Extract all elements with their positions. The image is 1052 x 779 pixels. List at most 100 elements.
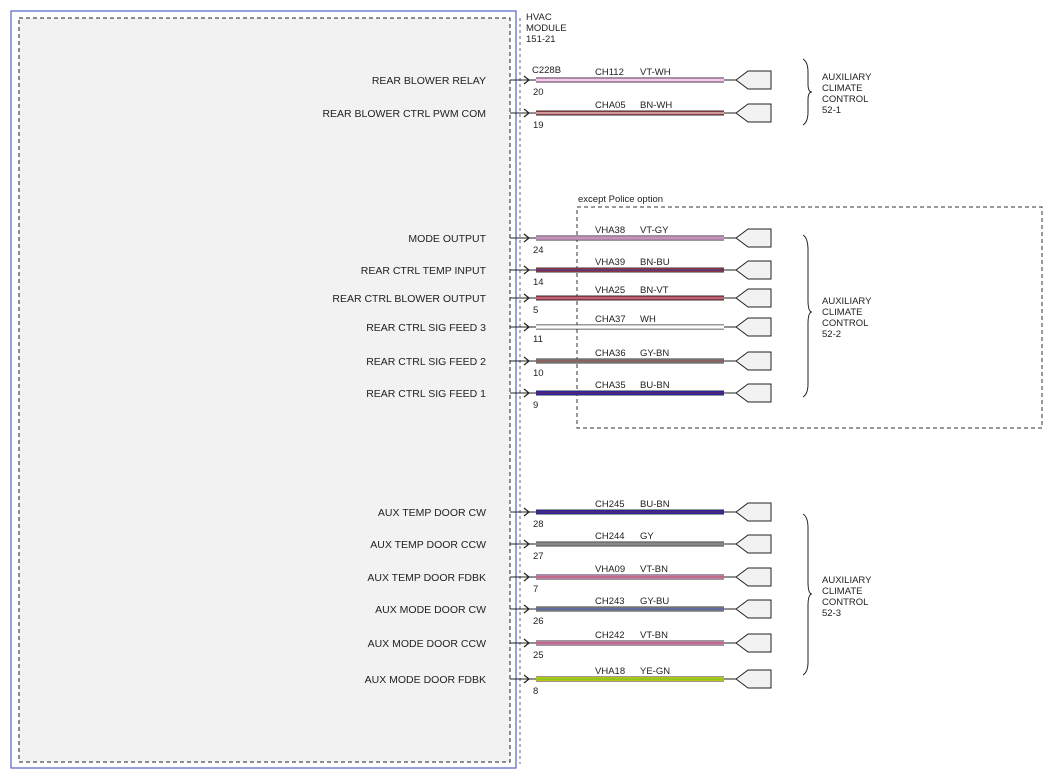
destination-2-line-4: 52-2 (822, 329, 841, 340)
wire-color-code: YE-GN (640, 666, 670, 677)
wire-color-code: VT-WH (640, 67, 671, 78)
wire-color-code: VT-BN (640, 630, 668, 641)
pin-number: 24 (533, 245, 544, 256)
circuit-number: CH244 (595, 531, 625, 542)
destination-2-line-2: CLIMATE (822, 307, 862, 318)
module-title-line-1: HVAC (526, 12, 552, 23)
circuit-row: REAR BLOWER RELAY 20 CH112 VT-WH (372, 67, 772, 98)
destination-brace-3 (802, 513, 813, 676)
pin-number: 8 (533, 686, 538, 697)
pin-arrow-icon (523, 322, 530, 332)
pin-arrow-icon (523, 293, 530, 303)
terminal-connector-icon (735, 599, 772, 619)
circuit-row: REAR CTRL BLOWER OUTPUT 5 VHA25 BN-VT (332, 285, 772, 316)
pin-number: 25 (533, 650, 544, 661)
signal-label: AUX TEMP DOOR CCW (370, 539, 486, 551)
module-box (10, 10, 517, 769)
terminal-connector-icon (735, 228, 772, 248)
destination-3-line-1: AUXILIARY (822, 575, 872, 586)
signal-label: AUX MODE DOOR CW (375, 604, 486, 616)
circuit-row: MODE OUTPUT 24 VHA38 VT-GY (408, 225, 772, 256)
circuit-number: VHA38 (595, 225, 625, 236)
circuit-number: VHA25 (595, 285, 625, 296)
signal-label: REAR CTRL BLOWER OUTPUT (332, 293, 486, 305)
connector-id: C228B (532, 65, 561, 76)
pin-arrow-icon (523, 604, 530, 614)
circuit-row: AUX MODE DOOR FDBK 8 VHA18 YE-GN (365, 666, 772, 697)
pin-number: 9 (533, 400, 538, 411)
destination-3-line-3: CONTROL (822, 597, 868, 608)
destination-3-line-2: CLIMATE (822, 586, 862, 597)
pin-number: 20 (533, 87, 544, 98)
pin-arrow-icon (523, 356, 530, 366)
destination-3-line-4: 52-3 (822, 608, 841, 619)
terminal-connector-icon (735, 260, 772, 280)
circuit-row: REAR CTRL TEMP INPUT 14 VHA39 BN-BU (361, 257, 772, 288)
circuit-number: CHA36 (595, 348, 626, 359)
wire-color-code: BU-BN (640, 499, 670, 510)
destination-brace-1 (802, 58, 813, 126)
pin-arrow-icon (523, 539, 530, 549)
signal-label: REAR BLOWER CTRL PWM COM (322, 108, 486, 120)
circuit-number: CH243 (595, 596, 625, 607)
module-title-line-3: 151-21 (526, 34, 556, 45)
pin-arrow-icon (523, 265, 530, 275)
wire-color-code: BN-VT (640, 285, 669, 296)
signal-label: REAR BLOWER RELAY (372, 75, 486, 87)
pin-arrow-icon (523, 233, 530, 243)
circuit-number: VHA39 (595, 257, 625, 268)
pin-number: 26 (533, 616, 544, 627)
circuit-number: VHA18 (595, 666, 625, 677)
destination-1-line-1: AUXILIARY (822, 72, 872, 83)
wire-color-code: BU-BN (640, 380, 670, 391)
signal-label: AUX TEMP DOOR FDBK (367, 572, 486, 584)
pin-number: 14 (533, 277, 544, 288)
destination-2-line-1: AUXILIARY (822, 296, 872, 307)
terminal-connector-icon (735, 351, 772, 371)
terminal-connector-icon (735, 669, 772, 689)
circuit-row: REAR CTRL SIG FEED 2 10 CHA36 GY-BN (366, 348, 772, 379)
circuit-row: AUX TEMP DOOR CW 28 CH245 BU-BN (378, 499, 772, 530)
signal-label: AUX TEMP DOOR CW (378, 507, 486, 519)
wire-color-code: GY-BU (640, 596, 669, 607)
pin-arrow-icon (523, 507, 530, 517)
circuit-row: AUX TEMP DOOR FDBK 7 VHA09 VT-BN (367, 564, 772, 595)
terminal-connector-icon (735, 103, 772, 123)
pin-number: 11 (533, 334, 543, 345)
pin-arrow-icon (523, 572, 530, 582)
pin-number: 28 (533, 519, 544, 530)
destination-2-line-3: CONTROL (822, 318, 868, 329)
module-inner-area (18, 17, 511, 763)
signal-label: AUX MODE DOOR CCW (368, 638, 487, 650)
destination-1-line-3: CONTROL (822, 94, 868, 105)
signal-label: REAR CTRL TEMP INPUT (361, 265, 487, 277)
police-option-note: except Police option (578, 194, 663, 205)
pin-arrow-icon (523, 75, 530, 85)
terminal-connector-icon (735, 534, 772, 554)
pin-number: 7 (533, 584, 538, 595)
circuit-number: CH242 (595, 630, 625, 641)
circuit-row: REAR CTRL SIG FEED 1 9 CHA35 BU-BN (366, 380, 772, 411)
terminal-connector-icon (735, 502, 772, 522)
terminal-connector-icon (735, 383, 772, 403)
police-option-region (576, 206, 1043, 429)
destination-1-line-2: CLIMATE (822, 83, 862, 94)
destination-brace-2 (802, 234, 813, 398)
circuit-number: CHA37 (595, 314, 626, 325)
terminal-connector-icon (735, 567, 772, 587)
signal-label: MODE OUTPUT (408, 233, 486, 245)
circuit-row: REAR CTRL SIG FEED 3 11 CHA37 WH (366, 314, 772, 345)
pin-number: 10 (533, 368, 544, 379)
circuit-row: AUX MODE DOOR CW 26 CH243 GY-BU (375, 596, 772, 627)
wire-color-code: BN-WH (640, 100, 672, 111)
terminal-connector-icon (735, 288, 772, 308)
wire-color-code: BN-BU (640, 257, 670, 268)
module-title-line-2: MODULE (526, 23, 567, 34)
pin-number: 19 (533, 120, 544, 131)
wire-color-code: GY (640, 531, 654, 542)
wire-color-code: VT-BN (640, 564, 668, 575)
wire-color-code: WH (640, 314, 656, 325)
terminal-connector-icon (735, 317, 772, 337)
